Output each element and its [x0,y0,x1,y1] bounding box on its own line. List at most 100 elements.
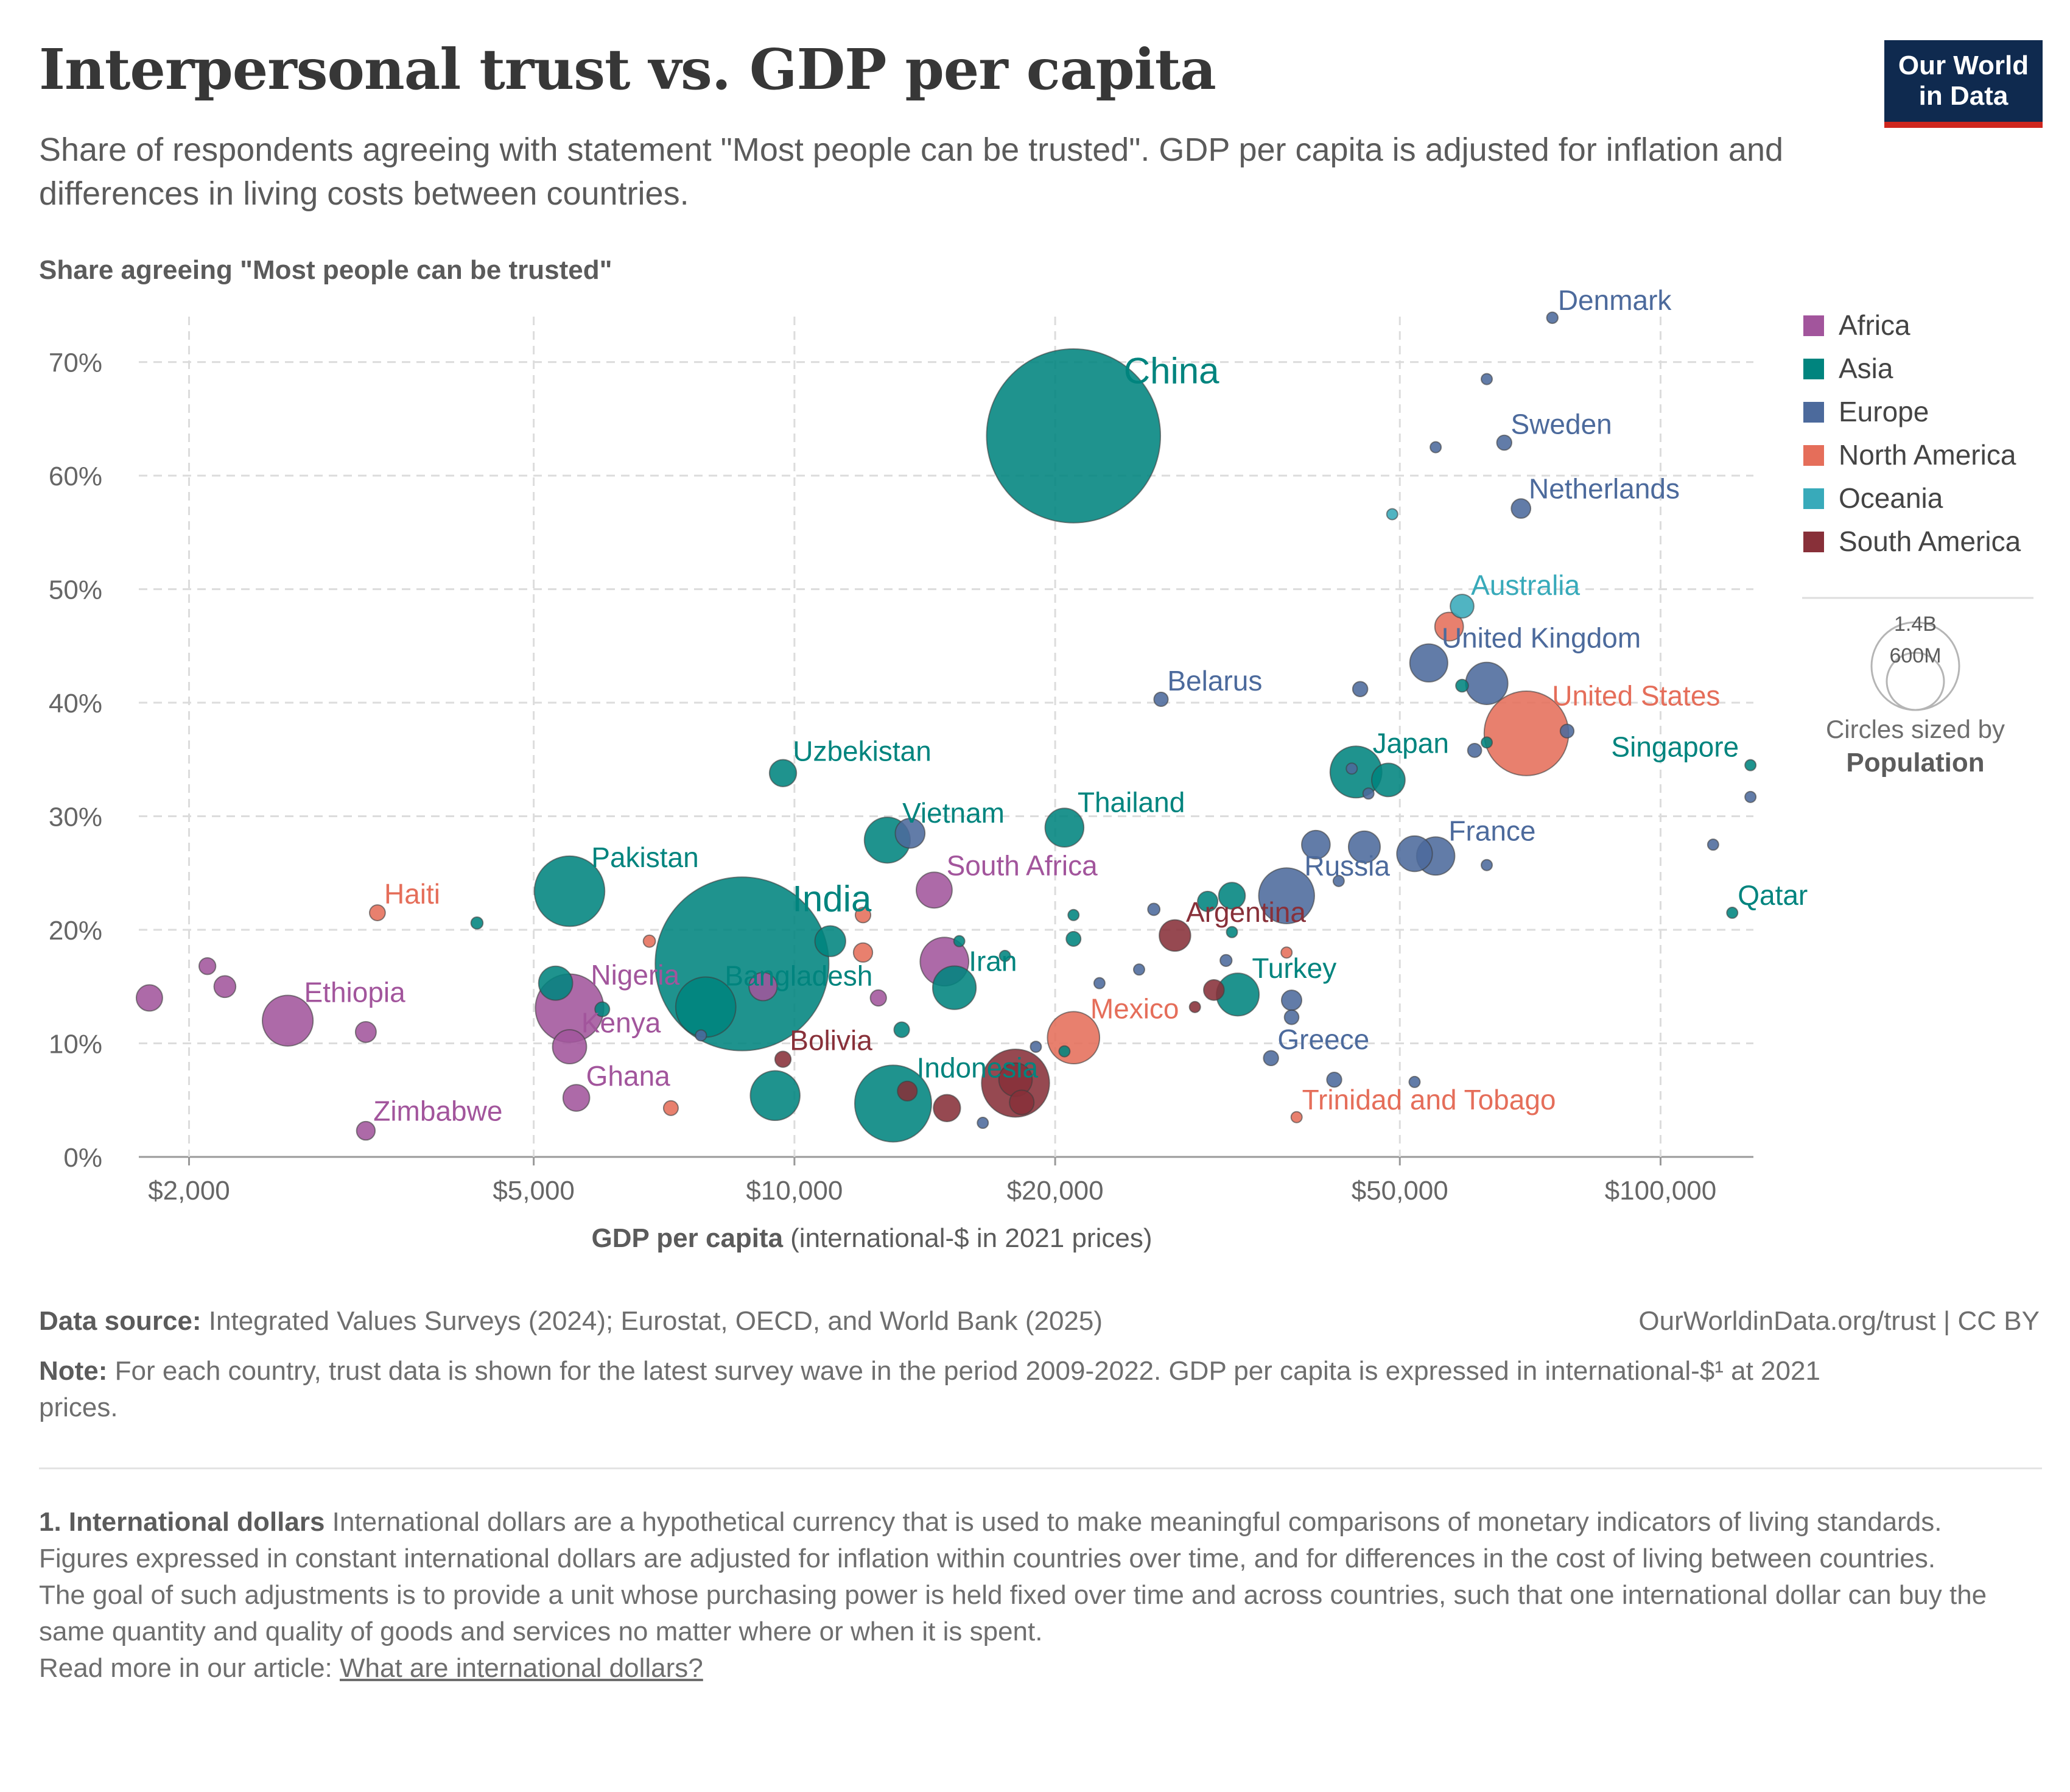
owid-logo[interactable]: Our World in Data [1884,40,2043,128]
point-australia[interactable] [1450,594,1475,619]
point-macao[interactable] [1481,736,1493,749]
source-url[interactable]: OurWorldinData.org/trust | CC BY [1638,1306,2040,1336]
point-guatemala[interactable] [852,942,874,963]
point-cyprus[interactable] [1408,1075,1421,1088]
point-russia[interactable] [1258,867,1315,924]
label-vietnam: Vietnam [902,797,1005,829]
point-thailand[interactable] [1044,807,1085,848]
point-honduras[interactable] [662,1100,679,1116]
point-canada[interactable] [1434,611,1464,642]
point-montenegro[interactable] [1132,963,1145,976]
point-albania[interactable] [977,1117,989,1130]
point-hong-kong[interactable] [1455,678,1469,693]
point-norway[interactable] [1481,373,1493,385]
point-austria[interactable] [1467,742,1482,758]
point-kyrgyzstan[interactable] [470,916,484,930]
legend-label-asia[interactable]: Asia [1839,353,1893,384]
point-romania[interactable] [1280,989,1303,1011]
point-north-macedonia[interactable] [1030,1041,1042,1053]
point-morocco[interactable] [748,972,778,1002]
point-greece[interactable] [1263,1050,1279,1067]
point-uruguay[interactable] [1188,1000,1201,1013]
point-germany[interactable] [1465,661,1509,705]
point-mozambique[interactable] [135,984,163,1012]
legend-label-oceania[interactable]: Oceania [1839,482,1943,514]
point-chile[interactable] [1203,979,1225,1001]
legend-label-africa[interactable]: Africa [1839,309,1910,341]
point-jordan[interactable] [893,1021,910,1038]
point-hungary[interactable] [1283,1009,1300,1025]
point-netherlands[interactable] [1510,498,1532,519]
point-italy[interactable] [1396,835,1433,873]
point-iraq[interactable] [814,925,846,957]
point-mongolia[interactable] [953,935,966,947]
point-ukraine[interactable] [894,818,926,849]
point-ghana[interactable] [562,1084,591,1112]
point-singapore[interactable] [1744,759,1757,771]
point-estonia[interactable] [1345,762,1358,775]
label-japan: Japan [1373,727,1449,759]
point-azerbaijan[interactable] [1065,930,1082,947]
chart-subtitle: Share of respondents agreeing with state… [39,132,1784,212]
point-ukraine-2[interactable] [695,1029,707,1042]
point-qatar[interactable] [1726,907,1739,919]
point-denmark[interactable] [1546,311,1559,325]
point-panama[interactable] [1280,946,1293,959]
point-oman[interactable] [1226,926,1238,938]
point-portugal[interactable] [1326,1071,1342,1088]
point-zambia[interactable] [354,1021,377,1043]
point-zimbabwe[interactable] [356,1120,376,1141]
point-ecuador[interactable] [897,1080,918,1102]
point-sweden[interactable] [1496,434,1513,451]
point-georgia[interactable] [1058,1045,1071,1058]
size-legend-value-small: 600M [1889,644,1941,667]
legend-label-north-america[interactable]: North America [1839,439,2016,471]
point-ireland[interactable] [1707,838,1719,851]
point-venezuela[interactable] [1009,1089,1035,1116]
point-kenya[interactable] [552,1029,588,1065]
point-ethiopia[interactable] [261,994,314,1047]
point-finland[interactable] [1430,441,1442,454]
point-trinidad-and-tobago[interactable] [1290,1111,1303,1123]
point-czechia[interactable] [1352,681,1369,697]
point-argentina[interactable] [1159,919,1191,952]
point-armenia[interactable] [1067,908,1080,921]
point-kazakhstan[interactable] [1197,890,1219,912]
point-philippines[interactable] [749,1070,801,1122]
point-mali[interactable] [213,975,237,999]
point-united-kingdom[interactable] [1409,643,1448,683]
point-nicaragua[interactable] [642,934,656,948]
point-pakistan[interactable] [533,855,606,927]
point-dominican-rep[interactable] [854,907,872,924]
x-axis-title: GDP per capita (international-$ in 2021 p… [592,1223,1153,1253]
point-iran[interactable] [931,965,977,1010]
point-luxembourg[interactable] [1744,790,1757,803]
point-poland[interactable] [1301,829,1331,860]
point-uzbekistan[interactable] [768,759,798,787]
point-iceland[interactable] [1481,859,1493,871]
point-new-zealand[interactable] [1386,508,1398,521]
point-lithuania[interactable] [1332,874,1345,887]
point-south-korea[interactable] [1371,762,1406,798]
point-bosnia[interactable] [1093,977,1106,989]
point-slovenia[interactable] [1362,787,1375,800]
point-lebanon[interactable] [998,949,1011,962]
point-belarus[interactable] [1153,691,1169,708]
point-spain[interactable] [1347,830,1381,863]
point-bolivia[interactable] [774,1050,792,1068]
footnote-link[interactable]: What are international dollars? [340,1653,703,1683]
point-peru[interactable] [933,1094,961,1122]
legend-label-south-america[interactable]: South America [1839,525,2021,557]
point-serbia[interactable] [1147,902,1161,916]
point-bulgaria[interactable] [1219,954,1233,968]
point-china[interactable] [986,348,1162,524]
legend-label-europe[interactable]: Europe [1839,396,1929,427]
point-rwanda[interactable] [198,957,217,975]
point-south-africa[interactable] [915,871,953,909]
point-haiti[interactable] [369,904,386,921]
point-tunisia[interactable] [869,989,887,1007]
point-switzerland[interactable] [1559,723,1575,739]
point-malaysia[interactable] [1218,882,1246,910]
point-tajikistan[interactable] [594,1001,611,1017]
point-myanmar[interactable] [538,965,574,1001]
